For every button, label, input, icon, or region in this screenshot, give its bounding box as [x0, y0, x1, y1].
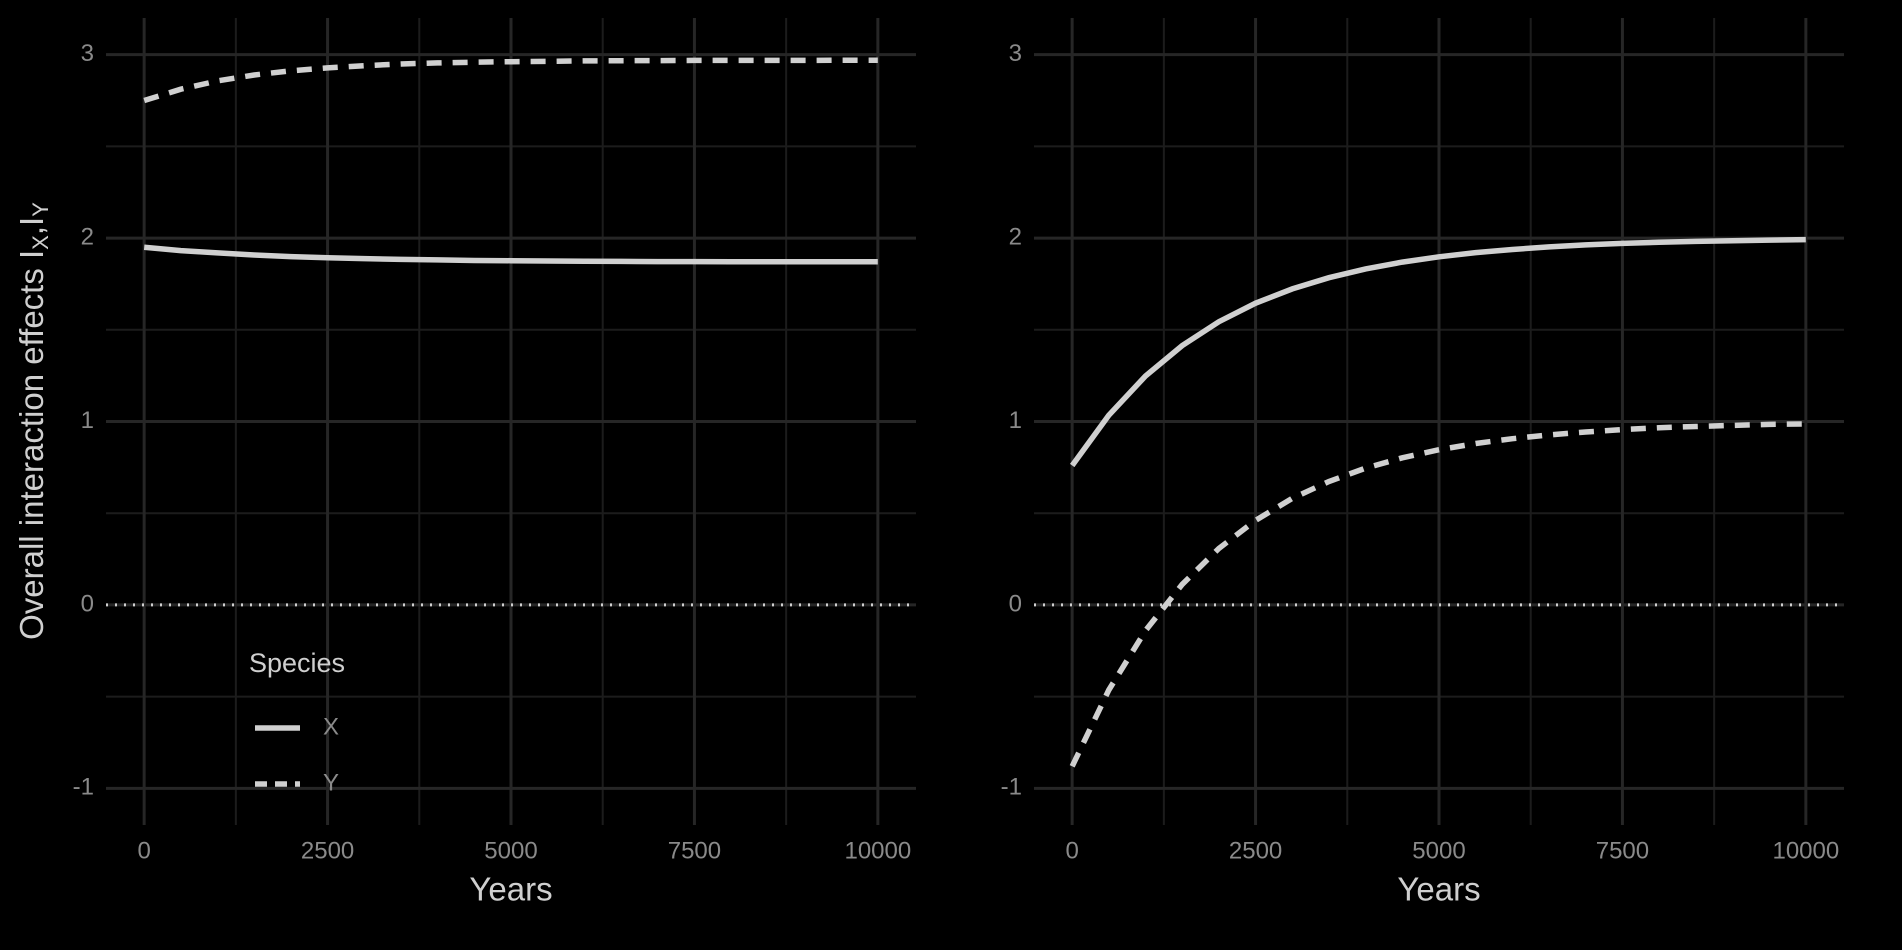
- y-tick-label: 0: [81, 590, 94, 617]
- x-tick-label: 5000: [1412, 837, 1465, 864]
- y-tick-label: 3: [1009, 40, 1022, 67]
- x-tick-label: 0: [137, 837, 150, 864]
- line-series: [143, 244, 878, 265]
- legend-label: Y: [323, 769, 339, 796]
- y-title-text: Overall interaction effects I: [13, 250, 50, 640]
- x-tick-label: 0: [1065, 837, 1078, 864]
- y-title-sub: Y: [28, 202, 53, 217]
- x-tick-label: 2500: [301, 837, 354, 864]
- y-tick-label: 2: [81, 223, 94, 250]
- line-series: [1069, 421, 1806, 768]
- legend-label: X: [323, 713, 339, 740]
- y-title-sub: X: [28, 235, 53, 250]
- y-tick-label: 0: [1009, 590, 1022, 617]
- line-series: [143, 57, 878, 104]
- y-axis-title: Overall interaction effects IX,IY: [13, 202, 53, 640]
- y-tick-label: -1: [73, 774, 94, 801]
- x-axis-title: Years: [1397, 871, 1480, 908]
- y-tick-label: 2: [1009, 223, 1022, 250]
- y-tick-label: -1: [1001, 774, 1022, 801]
- line-series: [1069, 236, 1806, 468]
- x-tick-label: 10000: [844, 837, 911, 864]
- x-tick-label: 2500: [1229, 837, 1282, 864]
- y-tick-label: 1: [81, 407, 94, 434]
- x-axis-title: Years: [469, 871, 552, 908]
- y-tick-label: 1: [1009, 407, 1022, 434]
- x-tick-label: 7500: [1596, 837, 1649, 864]
- legend-title: Species: [249, 648, 345, 678]
- x-tick-label: 10000: [1772, 837, 1839, 864]
- y-tick-label: 3: [81, 40, 94, 67]
- x-tick-label: 7500: [668, 837, 721, 864]
- y-title-text: ,I: [13, 217, 50, 235]
- x-tick-label: 5000: [484, 837, 537, 864]
